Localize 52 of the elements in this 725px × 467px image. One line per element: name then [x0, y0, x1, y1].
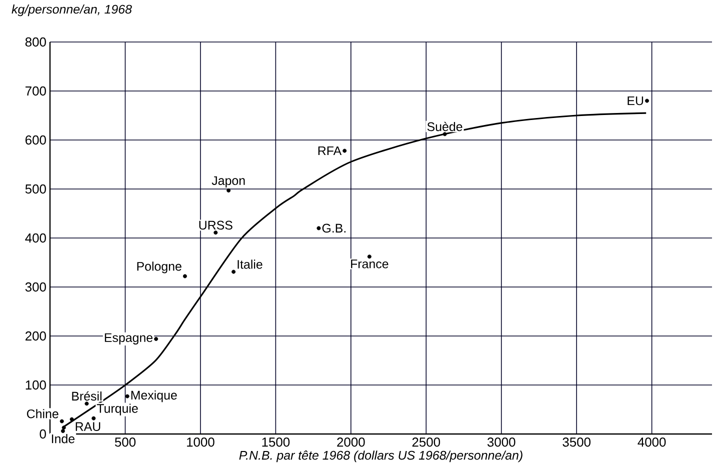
- y-tick-label: 0: [40, 429, 46, 439]
- annotation: Espagne: [104, 333, 153, 345]
- point: [70, 417, 74, 422]
- x-tick-label: 3000: [487, 438, 516, 447]
- point: [214, 230, 218, 235]
- annotation: Mexique: [131, 390, 177, 402]
- point: [62, 426, 66, 430]
- annotation: France: [351, 260, 388, 268]
- y-tick-label: 300: [25, 282, 46, 292]
- x-tick-label: 500: [114, 438, 136, 447]
- point: [84, 402, 89, 406]
- x-tick-label: 2000: [337, 438, 365, 447]
- annotation: URSS: [199, 220, 232, 230]
- x-tick-label: 1000: [187, 438, 214, 447]
- point: [92, 416, 96, 420]
- y-tick-label: 700: [26, 86, 46, 96]
- annotation: Pologne: [137, 262, 182, 274]
- point: [367, 254, 372, 259]
- x-tick-label: 3500: [562, 438, 590, 447]
- x-tick-label: 4000: [638, 438, 666, 447]
- annotation: Suède: [427, 122, 462, 132]
- point: [232, 270, 236, 274]
- point: [60, 419, 64, 424]
- point: [182, 274, 187, 278]
- y-tick-label: 400: [25, 233, 46, 243]
- y-tick-label: 200: [26, 331, 46, 341]
- x-tick-label: 1500: [262, 438, 290, 447]
- annotation: RFA: [318, 146, 342, 156]
- y-tick-label: 100: [26, 380, 46, 390]
- annotation: RAU: [76, 422, 100, 431]
- y-tick-label: 800: [25, 37, 46, 47]
- point: [60, 429, 65, 434]
- annotation: Inde: [52, 434, 75, 444]
- point: [342, 148, 347, 153]
- y-tick-label: 600: [26, 135, 46, 145]
- y-tick-label: 500: [25, 184, 46, 194]
- point: [125, 394, 130, 398]
- point: [442, 132, 447, 136]
- point: [154, 336, 158, 341]
- annotation: Italie: [238, 260, 262, 269]
- annotation: Chine: [26, 409, 58, 418]
- annotation: Turquie: [96, 404, 138, 416]
- annotation: G.B.: [322, 224, 346, 233]
- x-axis-title: P.N.B. par tête 1968 (dollars US 1968/personne/an): [239, 450, 522, 462]
- point: [226, 188, 231, 192]
- annotation: EU: [628, 96, 644, 106]
- point: [316, 226, 321, 230]
- point: [645, 98, 650, 103]
- x-tick-label: 2500: [412, 438, 440, 447]
- y-axis-title: kg/personne/an, 1968: [12, 4, 132, 16]
- annotation: Brésil: [72, 391, 102, 401]
- annotation: Japon: [212, 176, 245, 188]
